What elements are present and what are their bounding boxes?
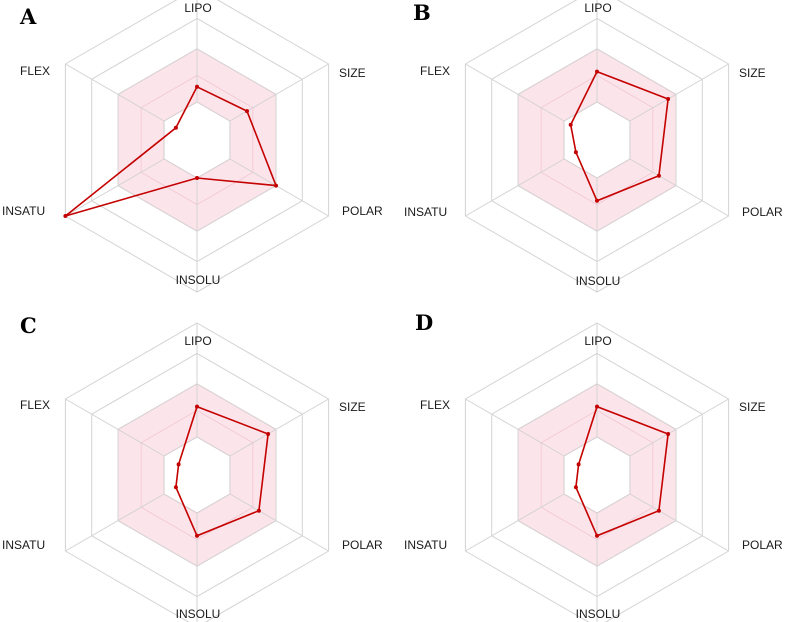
panel-a-letter: A — [19, 4, 37, 29]
panel-c-radar — [64, 322, 330, 622]
panel-d: D LIPO SIZE POLAR INSOLU INSATU FLEX — [404, 310, 783, 622]
panel-c-label-polar: POLAR — [342, 538, 383, 552]
panel-c-label-insatu: INSATU — [2, 538, 45, 552]
panel-c-spoke-insatu — [65, 493, 165, 552]
panel-a-point-size — [245, 109, 249, 114]
panel-b-letter: B — [413, 0, 431, 25]
panel-d-label-polar: POLAR — [742, 538, 783, 552]
panel-b: B LIPO SIZE POLAR INSOLU INSATU FLEX — [404, 0, 783, 293]
panel-d-spoke-polar — [629, 493, 729, 552]
panel-d-label-lipo: LIPO — [584, 334, 611, 348]
panel-c-point-polar — [256, 508, 261, 513]
panel-c-point-insolu — [195, 533, 199, 538]
panel-a-spoke-insatu — [65, 158, 165, 217]
panel-d-label-insolu: INSOLU — [576, 607, 621, 621]
panel-d-label-flex: FLEX — [420, 398, 450, 412]
panel-d-label-size: SIZE — [739, 400, 766, 414]
panel-d-point-flex — [576, 462, 581, 467]
panel-c-label-flex: FLEX — [20, 398, 50, 412]
panel-c-point-size — [266, 432, 271, 436]
panel-c-label-lipo: LIPO — [184, 334, 211, 348]
panel-a-label-flex: FLEX — [20, 64, 50, 78]
panel-b-point-polar — [656, 173, 661, 178]
panel-a-point-lipo — [195, 84, 199, 89]
panel-a-point-flex — [173, 125, 178, 130]
panel-c: C LIPO SIZE POLAR INSOLU INSATU FLEX — [2, 313, 383, 622]
panel-a-point-polar — [274, 183, 278, 188]
panel-c-point-flex — [176, 462, 181, 467]
panel-b-spoke-size — [629, 63, 729, 122]
panel-d-point-lipo — [595, 404, 599, 409]
panel-b-spoke-insatu — [465, 158, 565, 217]
panel-b-label-size: SIZE — [739, 66, 766, 80]
panel-a-spoke-polar — [229, 158, 329, 217]
panel-a-point-insolu — [195, 176, 199, 180]
panel-a-label-size: SIZE — [339, 66, 366, 80]
panel-d-letter: D — [415, 310, 433, 335]
panel-d-spoke-size — [629, 398, 729, 457]
panel-a-radar — [63, 0, 330, 293]
panel-a-label-insatu: INSATU — [2, 204, 45, 218]
panel-c-spoke-flex — [65, 398, 165, 457]
panel-b-label-polar: POLAR — [742, 205, 783, 219]
panel-c-point-lipo — [195, 404, 199, 409]
panel-d-point-size — [666, 432, 671, 436]
panel-a-label-lipo: LIPO — [184, 1, 211, 15]
panel-d-point-insatu — [573, 485, 578, 490]
panel-b-point-flex — [568, 122, 573, 127]
panel-c-point-insatu — [173, 485, 178, 490]
panel-b-spoke-flex — [465, 63, 565, 122]
panel-a: A LIPO SIZE POLAR INSOLU INSATU FLEX — [2, 0, 383, 293]
panel-b-point-size — [666, 97, 671, 101]
panel-b-label-flex: FLEX — [420, 64, 450, 78]
panel-b-radar — [464, 0, 730, 293]
panel-a-point-insatu — [63, 214, 68, 218]
panel-d-spoke-flex — [465, 398, 565, 457]
panel-a-label-polar: POLAR — [342, 204, 383, 218]
panel-b-label-insatu: INSATU — [404, 205, 447, 219]
panel-d-point-insolu — [595, 533, 599, 538]
panel-d-point-polar — [656, 508, 661, 513]
panel-d-spoke-insatu — [465, 493, 565, 552]
panel-d-radar — [464, 322, 730, 622]
panel-c-label-insolu: INSOLU — [176, 607, 221, 621]
panel-b-label-insolu: INSOLU — [576, 274, 621, 288]
panel-c-letter: C — [20, 313, 37, 338]
panel-b-point-insatu — [573, 150, 578, 155]
panel-c-spoke-polar — [229, 493, 329, 552]
panel-a-spoke-flex — [65, 63, 165, 122]
panel-d-label-insatu: INSATU — [404, 538, 447, 552]
panel-a-label-insolu: INSOLU — [176, 273, 221, 287]
panel-b-point-lipo — [595, 69, 599, 74]
panel-c-label-size: SIZE — [339, 400, 366, 414]
panel-b-label-lipo: LIPO — [584, 1, 611, 15]
panel-b-point-insolu — [595, 198, 599, 203]
panel-b-spoke-polar — [629, 158, 729, 217]
panel-c-spoke-size — [229, 398, 329, 457]
